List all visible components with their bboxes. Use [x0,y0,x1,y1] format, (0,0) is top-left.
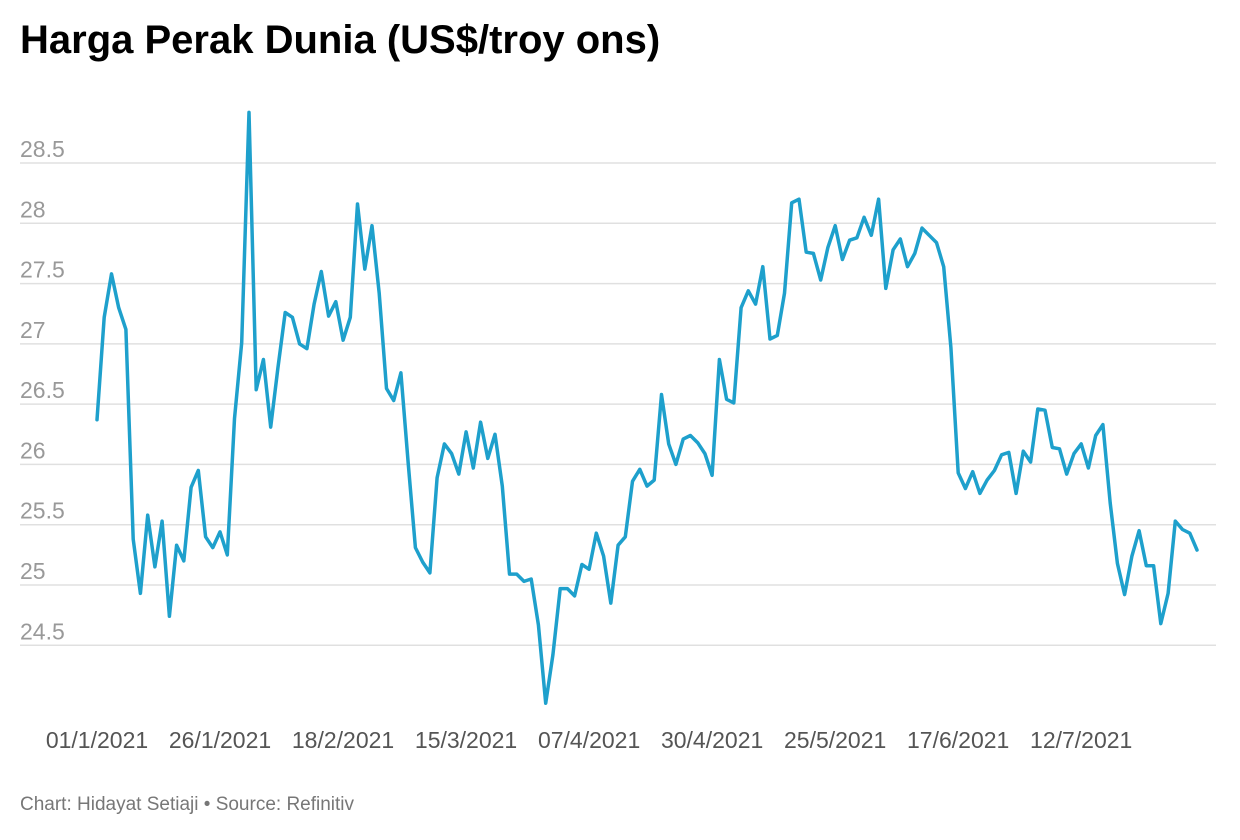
x-tick-label: 30/4/2021 [661,727,763,753]
x-tick-label: 01/1/2021 [46,727,148,753]
x-tick-label: 15/3/2021 [415,727,517,753]
x-tick-label: 25/5/2021 [784,727,886,753]
source-credit: Source: Refinitiv [215,794,355,815]
x-tick-label: 17/6/2021 [907,727,1009,753]
y-tick-label: 26.5 [20,377,65,403]
y-tick-label: 27 [20,317,46,343]
chart-footer: Chart: Hidayat Setiaji • Source: Refinit… [20,794,354,816]
chart-credit: Chart: Hidayat Setiaji [20,794,199,815]
y-tick-label: 26 [20,437,46,463]
y-tick-label: 25 [20,558,46,584]
x-tick-label: 26/1/2021 [169,727,271,753]
y-tick-label: 27.5 [20,257,65,283]
y-tick-label: 25.5 [20,498,65,524]
series-line [95,110,1199,705]
chart-title: Harga Perak Dunia (US$/troy ons) [20,18,661,62]
x-tick-label: 18/2/2021 [292,727,394,753]
y-tick-label: 28 [20,196,46,222]
series-layer [95,110,1199,705]
y-tick-label: 28.5 [20,136,65,162]
x-axis-ticks: 01/1/2021 26/1/2021 18/2/2021 15/3/2021 07/4… [46,727,1133,753]
y-tick-label: 24.5 [20,618,65,644]
x-tick-label: 12/7/2021 [1030,727,1132,753]
y-axis-ticks: 24.5 25 25.5 26 26.5 27 27.5 28 28.5 [20,136,65,644]
gridlines [20,162,1216,647]
footer-separator: • [203,794,211,815]
x-tick-label: 07/4/2021 [538,727,640,753]
